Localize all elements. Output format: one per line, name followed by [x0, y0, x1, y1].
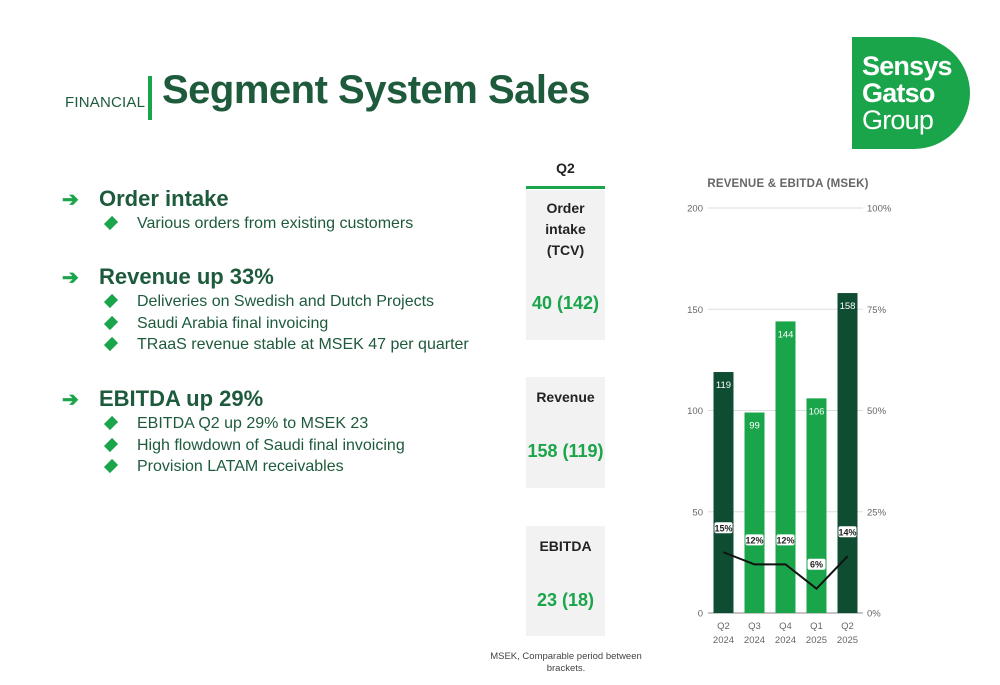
- bar-value-label: 158: [840, 301, 856, 312]
- x-tick-label: 2024: [713, 635, 734, 646]
- kpi-card-ebitda: EBITDA 23 (18): [526, 526, 605, 636]
- bar: [744, 412, 765, 613]
- kpi-value: 23 (18): [536, 590, 595, 610]
- kpi-value: 158 (119): [527, 441, 604, 461]
- arrow-right-icon: ➔: [62, 389, 79, 411]
- kpi-footnote: MSEK, Comparable period between brackets…: [490, 651, 642, 674]
- kpi-period-underline: [526, 186, 605, 189]
- y-tick-label: 200: [687, 204, 703, 215]
- x-tick-label: 2024: [775, 635, 796, 646]
- line-value-label: 12%: [745, 535, 763, 545]
- bar-value-label: 99: [749, 421, 760, 432]
- line-point: [723, 551, 724, 553]
- chart-title: REVENUE & EBITDA (MSEK): [707, 178, 869, 190]
- x-tick-label: 2025: [806, 635, 827, 646]
- line-point: [847, 555, 848, 557]
- company-logo: Sensys Gatso Group: [852, 37, 970, 149]
- revenue-ebitda-chart: 0 50 100 150 200 0% 25% 50% 75% 100% 119 99 144 106 15…: [687, 204, 892, 647]
- x-tick-label: Q2: [717, 621, 730, 632]
- diamond-icon: [103, 336, 119, 352]
- line-label-bg: [807, 558, 826, 570]
- arrow-right-icon: ➔: [62, 189, 79, 211]
- bar-value-label: 119: [716, 380, 731, 391]
- diamond-icon: [103, 415, 119, 431]
- x-tick-label: Q4: [779, 621, 792, 632]
- logo-line-3: Group: [862, 105, 934, 135]
- diamond-icon: [103, 293, 119, 309]
- kpi-card-order-intake: Order intake (TCV) 40 (142): [526, 190, 605, 340]
- section-kicker: FINANCIAL: [65, 94, 146, 111]
- line-value-label: 14%: [838, 527, 856, 537]
- line-point: [754, 563, 755, 565]
- bar: [713, 372, 734, 613]
- logo-line-1: Sensys: [862, 51, 953, 81]
- y2-tick-label: 0%: [867, 609, 881, 620]
- diamond-icon: [103, 437, 119, 452]
- bar-value-label: 106: [809, 406, 825, 417]
- y-tick-label: 0: [698, 609, 703, 620]
- line-value-label: 6%: [810, 560, 823, 570]
- y-tick-label: 150: [687, 305, 703, 316]
- bar-value-label: 144: [778, 329, 794, 340]
- section-title: Order intake: [99, 186, 229, 211]
- line-value-label: 12%: [776, 535, 794, 545]
- y2-tick-label: 75%: [867, 305, 887, 316]
- x-tick-label: 2024: [744, 635, 765, 646]
- x-tick-label: 2025: [837, 635, 858, 646]
- kpi-label: Order intake (TCV): [545, 200, 586, 258]
- x-tick-label: Q1: [810, 621, 823, 632]
- arrow-right-icon: ➔: [62, 267, 79, 289]
- y2-tick-label: 25%: [867, 507, 887, 518]
- diamond-icon: [103, 315, 119, 330]
- section-title: Revenue up 33%: [99, 264, 274, 289]
- kpi-label: EBITDA: [539, 538, 592, 554]
- y2-tick-label: 50%: [867, 406, 887, 417]
- diamond-icon: [103, 215, 119, 231]
- y-tick-label: 100: [687, 406, 703, 417]
- line-label-bg: [776, 534, 795, 546]
- line-label-bg: [745, 534, 764, 546]
- x-tick-label: Q3: [748, 621, 761, 632]
- page-title: Segment System Sales: [162, 68, 591, 112]
- y2-tick-label: 100%: [867, 204, 892, 215]
- kpi-period-label: Q2: [556, 160, 575, 176]
- line-label-bg: [714, 522, 733, 534]
- y-tick-label: 50: [692, 507, 703, 518]
- section-title: EBITDA up 29%: [99, 386, 264, 411]
- line-label-bg: [838, 526, 857, 538]
- diamond-icon: [103, 458, 119, 474]
- kpi-card-revenue: Revenue 158 (119): [526, 377, 605, 488]
- logo-line-2: Gatso: [862, 78, 935, 108]
- x-tick-label: Q2: [841, 621, 854, 632]
- title-divider: [148, 76, 152, 120]
- line-value-label: 15%: [714, 523, 732, 533]
- line-point: [816, 588, 817, 590]
- line-point: [785, 563, 786, 565]
- kpi-label: Revenue: [536, 389, 595, 405]
- kpi-value: 40 (142): [531, 293, 600, 313]
